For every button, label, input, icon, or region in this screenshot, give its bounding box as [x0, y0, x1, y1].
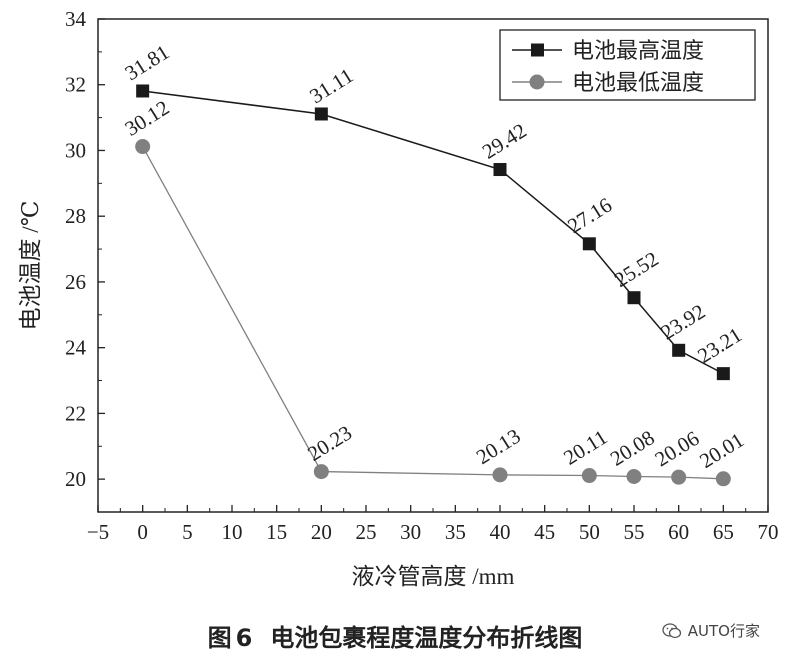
data-label: 23.21 — [693, 322, 746, 367]
y-tick-label: 28 — [65, 204, 86, 228]
x-tick-label: 5 — [182, 520, 193, 544]
y-tick-label: 34 — [65, 7, 87, 31]
legend-marker-square — [531, 43, 544, 57]
caption-prefix: 图 — [207, 624, 232, 652]
data-label: 20.23 — [303, 420, 356, 465]
y-tick-label: 24 — [65, 336, 87, 360]
x-tick-label: 30 — [400, 520, 421, 544]
data-label: 20.01 — [695, 428, 748, 473]
y-tick-label: 22 — [65, 401, 86, 425]
wechat-icon — [662, 622, 681, 638]
data-point-min — [671, 469, 687, 485]
legend-label: 电池最低温度 — [572, 70, 704, 95]
y-tick-label: 30 — [65, 138, 86, 162]
data-point-max — [716, 367, 730, 381]
data-label: 20.11 — [559, 425, 611, 470]
x-tick-label: 50 — [579, 520, 600, 544]
data-label: 25.52 — [610, 247, 663, 292]
data-label: 31.11 — [305, 63, 357, 108]
legend-label: 电池最高温度 — [572, 38, 704, 63]
caption-text: 电池包裹程度温度分布折线图 — [270, 624, 583, 652]
x-tick-label: 55 — [624, 520, 645, 544]
data-label: 27.16 — [563, 193, 616, 238]
data-label: 30.12 — [121, 95, 174, 140]
data-point-min — [581, 468, 597, 484]
x-tick-label: 10 — [222, 520, 243, 544]
legend-marker-circle — [529, 74, 545, 90]
caption-number: 6 — [235, 624, 253, 652]
data-point-min — [135, 139, 151, 155]
data-point-max — [582, 237, 596, 251]
y-tick-label: 32 — [65, 73, 86, 97]
x-tick-label: 25 — [356, 520, 377, 544]
y-tick-label: 20 — [65, 467, 86, 491]
data-point-max — [314, 107, 328, 121]
y-axis-label: 电池温度 /℃ — [18, 201, 43, 331]
data-label: 20.06 — [651, 426, 704, 471]
figure-caption: 图 6 电池包裹程度温度分布折线图 — [0, 618, 790, 653]
x-tick-label: 60 — [668, 520, 689, 544]
data-point-max — [672, 343, 686, 357]
series-line-1 — [142, 90, 724, 375]
legend-box — [499, 29, 756, 101]
data-label: 31.81 — [121, 40, 174, 85]
data-point-min — [626, 469, 642, 485]
data-point-min — [492, 467, 508, 483]
x-tick-label: 20 — [311, 520, 332, 544]
data-point-max — [136, 84, 150, 98]
x-tick-label: −5 — [87, 520, 109, 544]
x-tick-label: 35 — [445, 520, 466, 544]
data-label: 29.42 — [478, 118, 531, 163]
x-tick-label: 70 — [758, 520, 779, 544]
data-point-min — [313, 464, 329, 480]
x-axis-label: 液冷管高度 /mm — [352, 564, 515, 589]
data-point-min — [715, 471, 731, 487]
watermark-text: AUTO行家 — [687, 622, 760, 640]
x-tick-label: 45 — [534, 520, 555, 544]
x-tick-label: 15 — [266, 520, 287, 544]
data-label: 20.08 — [606, 425, 659, 470]
x-tick-label: 65 — [713, 520, 734, 544]
data-label: 20.13 — [472, 424, 525, 469]
chart: −5 0 5 10 15 20 25 30 35 40 45 50 55 60 65 70 20 22 24 26 28… — [18, 7, 779, 589]
watermark: AUTO行家 — [662, 620, 760, 641]
y-tick-label: 26 — [65, 270, 86, 294]
data-point-max — [493, 163, 507, 177]
series-line-2 — [142, 146, 724, 480]
x-tick-label: 40 — [490, 520, 511, 544]
data-label: 23.92 — [657, 299, 710, 344]
data-point-max — [627, 291, 641, 305]
x-tick-label: 0 — [137, 520, 148, 544]
